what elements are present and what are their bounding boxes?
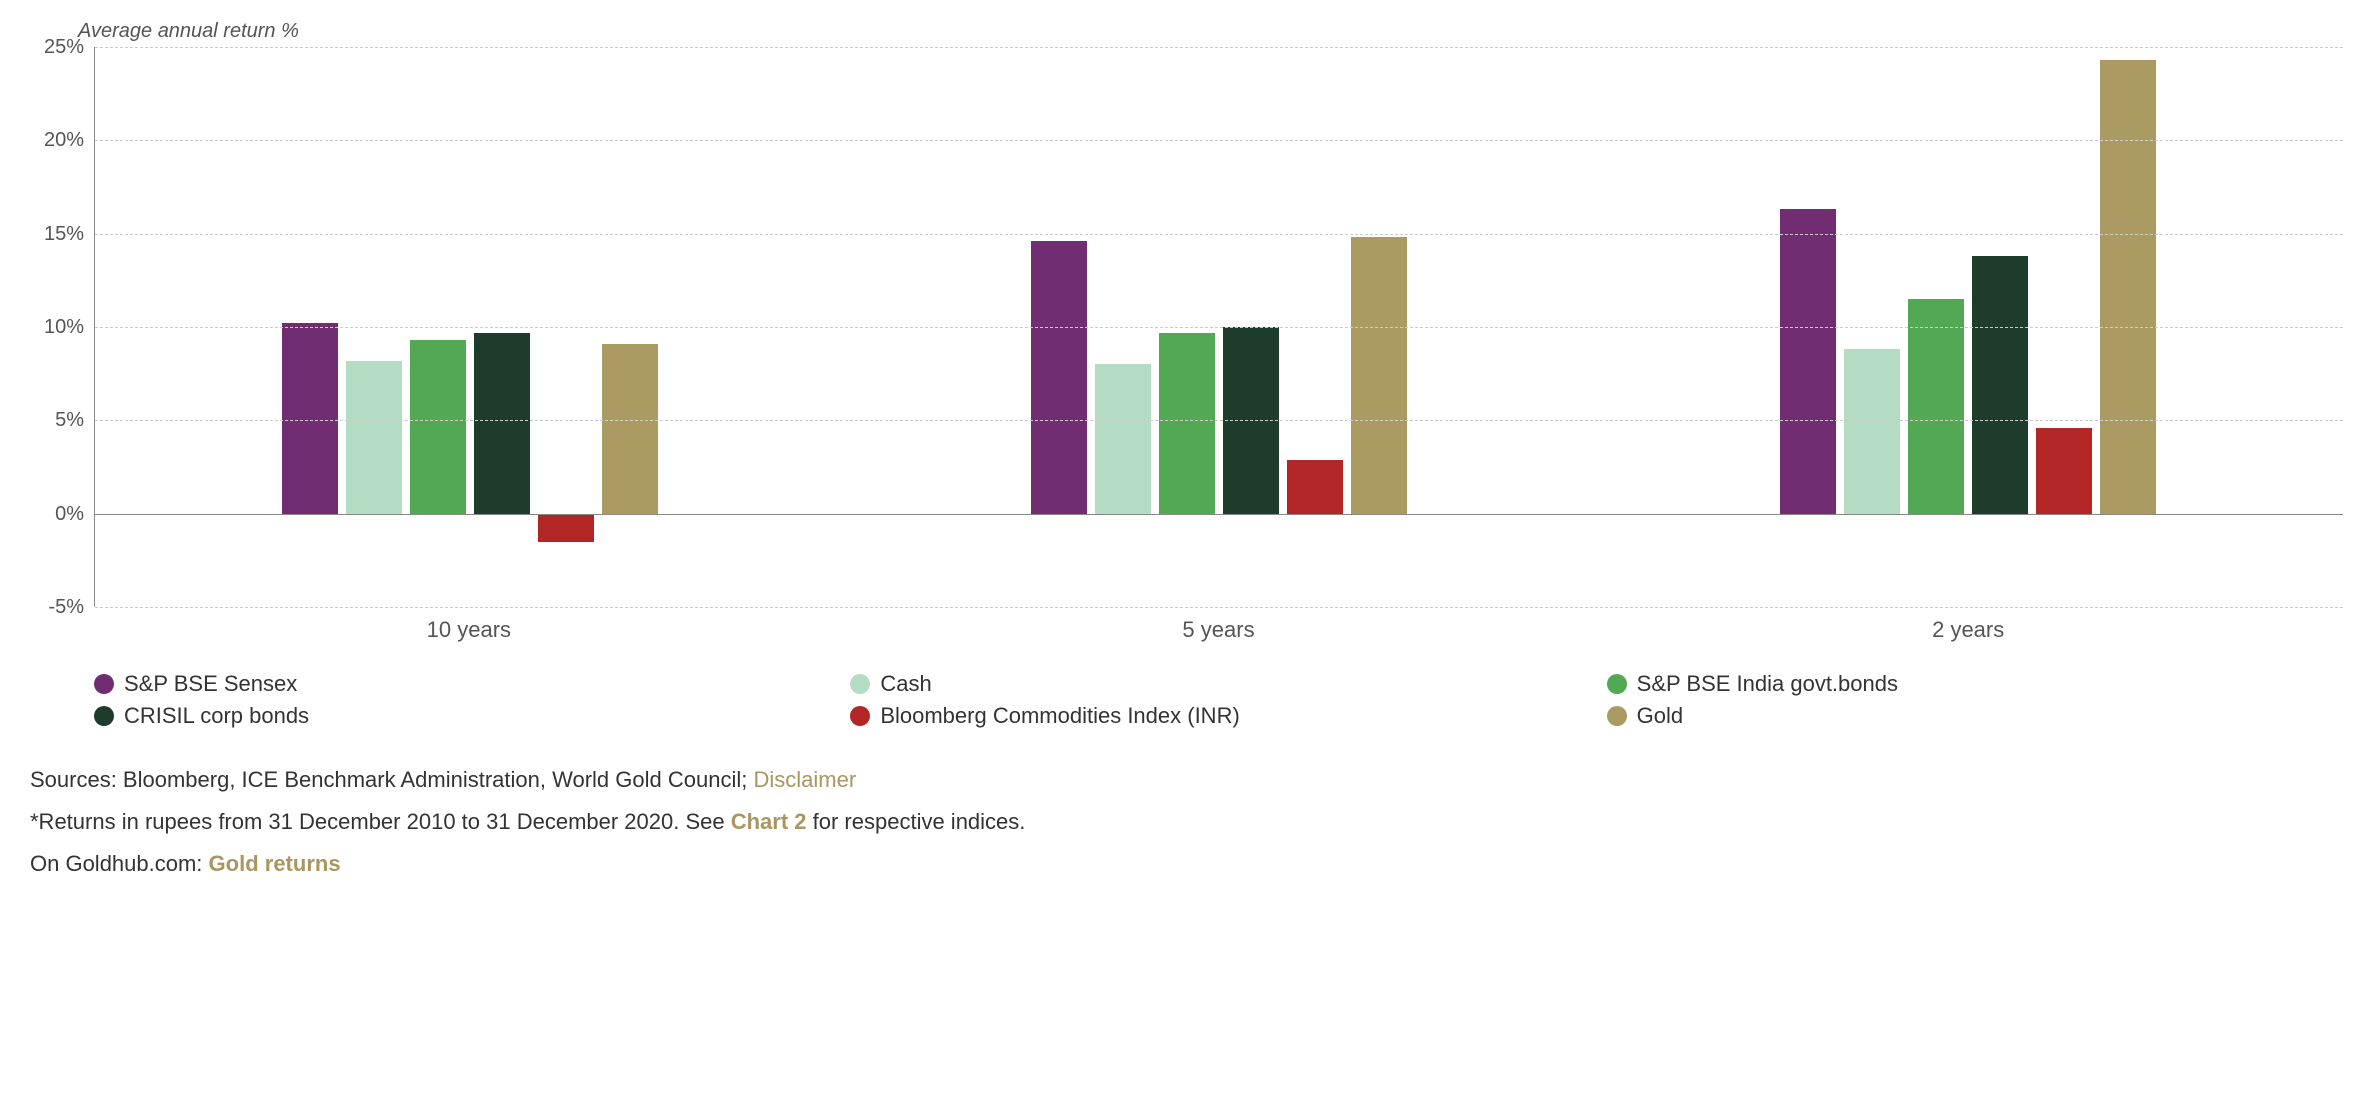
x-tick-label: 5 years [844,617,1594,643]
grid-line [95,234,2343,235]
returns-note-suffix: for respective indices. [807,809,1026,834]
legend-item: S&P BSE India govt.bonds [1607,671,2343,697]
bar-rect [602,344,658,514]
bar-rect [1844,349,1900,513]
bar-rect [2036,428,2092,514]
legend: S&P BSE Sensex Cash S&P BSE India govt.bon… [94,671,2343,729]
sources-line: Sources: Bloomberg, ICE Benchmark Admini… [30,759,2343,801]
bar-rect [1780,209,1836,513]
bar-rect [1972,256,2028,514]
legend-swatch [850,706,870,726]
chart-container: Average annual return % 25% 20% 15% 10% 5% 0%… [30,20,2343,884]
y-tick-label: 10% [44,317,94,337]
y-tick-label: 15% [44,224,94,244]
legend-item: Bloomberg Commodities Index (INR) [850,703,1586,729]
goldhub-line: On Goldhub.com: Gold returns [30,843,2343,885]
legend-item: Cash [850,671,1586,697]
legend-label: Bloomberg Commodities Index (INR) [880,703,1239,729]
bar-rect [2100,60,2156,514]
grid-line [95,47,2343,48]
y-tick-label: 0% [55,504,94,524]
bar-rect [1351,237,1407,513]
footnotes: Sources: Bloomberg, ICE Benchmark Admini… [30,759,2343,884]
x-axis: 10 years5 years2 years [94,617,2343,643]
bar-rect [410,340,466,514]
bar-rect [346,361,402,514]
plot-area [94,47,2343,607]
grid-line [95,140,2343,141]
bar-rect [1908,299,1964,514]
disclaimer-link[interactable]: Disclaimer [753,767,856,792]
bar-rect [1287,460,1343,514]
y-axis: 25%20%15%10%5%0%-5% [30,47,94,607]
x-tick-label: 10 years [94,617,844,643]
y-tick-label: 5% [55,410,94,430]
legend-item: S&P BSE Sensex [94,671,830,697]
bar-rect [1159,333,1215,514]
x-tick-label: 2 years [1593,617,2343,643]
returns-note-prefix: *Returns in rupees from 31 December 2010… [30,809,731,834]
legend-swatch [94,706,114,726]
bar-rect [1095,364,1151,513]
legend-label: Gold [1637,703,1683,729]
grid-line [95,327,2343,328]
legend-label: CRISIL corp bonds [124,703,309,729]
grid-line [95,420,2343,421]
goldhub-prefix: On Goldhub.com: [30,851,209,876]
legend-item: CRISIL corp bonds [94,703,830,729]
bar-rect [538,514,594,542]
legend-label: S&P BSE Sensex [124,671,297,697]
bar-rect [282,323,338,513]
legend-swatch [1607,674,1627,694]
legend-label: Cash [880,671,931,697]
y-tick-label: 20% [44,130,94,150]
plot-row: 25%20%15%10%5%0%-5% [30,47,2343,607]
returns-note-line: *Returns in rupees from 31 December 2010… [30,801,2343,843]
y-tick-label: -5% [48,597,94,617]
grid-line [95,607,2343,608]
chart2-link[interactable]: Chart 2 [731,809,807,834]
gold-returns-link[interactable]: Gold returns [209,851,341,876]
bar-rect [474,333,530,514]
legend-label: S&P BSE India govt.bonds [1637,671,1898,697]
y-axis-title: Average annual return % [78,20,2343,43]
y-tick-label: 25% [44,37,94,57]
sources-text: Sources: Bloomberg, ICE Benchmark Admini… [30,767,753,792]
legend-swatch [94,674,114,694]
bar-rect [1031,241,1087,514]
legend-item: Gold [1607,703,2343,729]
legend-swatch [1607,706,1627,726]
zero-line [95,514,2343,515]
legend-swatch [850,674,870,694]
